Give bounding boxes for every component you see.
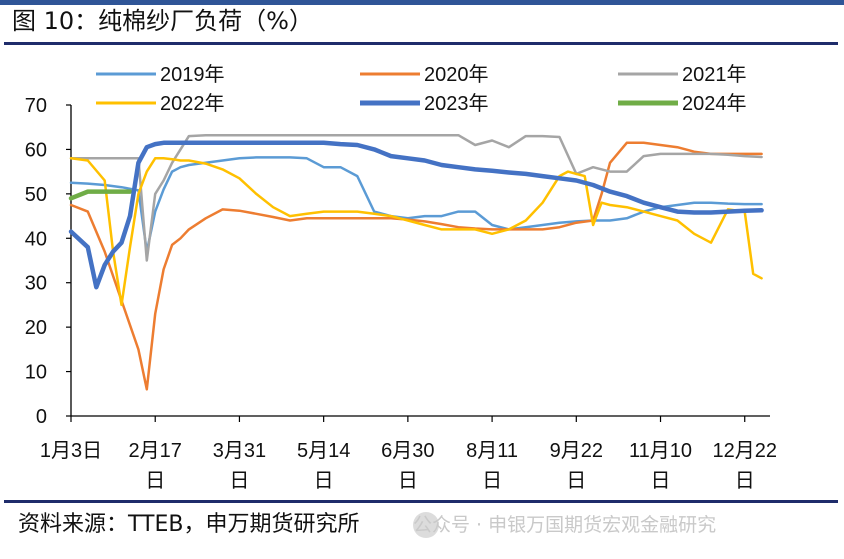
x-tick-label: 2月17 日 — [129, 440, 182, 492]
series-line-2023年 — [68, 140, 764, 290]
y-tick-label: 0 — [36, 406, 47, 428]
series-line-2021年 — [69, 133, 763, 262]
y-tick-label: 20 — [25, 317, 47, 339]
y-tick-label: 60 — [25, 139, 47, 161]
chart-legend: 2019年 2020年 2021年 2022年 2023年 2024年 — [96, 63, 747, 115]
series-line-2024年 — [68, 189, 133, 201]
y-tick-label: 30 — [25, 273, 47, 295]
x-tick-label: 5月14 日 — [297, 440, 350, 492]
chart-series — [68, 133, 764, 391]
legend-label: 2024年 — [682, 92, 747, 115]
x-tick-label: 12月22 日 — [712, 440, 777, 492]
wechat-watermark-icon — [413, 512, 439, 538]
x-tick-label: 3月31 日 — [213, 440, 266, 492]
header-accent-bar — [0, 0, 844, 5]
figure-title: 图 10：纯棉纱厂负荷（%） — [12, 7, 313, 35]
x-tick-label: 1月3日 — [40, 440, 102, 462]
line-chart: 0 10 20 30 40 50 60 70 1月3日 2月17 日 3月31 日 5月14 日 6月30 日 8… — [25, 63, 777, 492]
source-rule — [4, 500, 838, 503]
legend-label: 2023年 — [424, 92, 489, 115]
legend-label: 2019年 — [160, 63, 225, 86]
y-tick-label: 50 — [25, 184, 47, 206]
x-tick-label: 9月22 日 — [550, 440, 603, 492]
y-tick-label: 40 — [25, 228, 47, 250]
title-rule — [4, 42, 838, 45]
x-tick-label: 6月30 日 — [381, 440, 434, 492]
legend-label: 2021年 — [682, 63, 747, 86]
x-tick-label: 8月11 日 — [466, 440, 518, 492]
series-line-2022年 — [69, 157, 763, 307]
legend-label: 2022年 — [160, 92, 225, 115]
chart-axes: 0 10 20 30 40 50 60 70 1月3日 2月17 日 3月31 日 5月14 日 6月30 日 8… — [25, 95, 777, 492]
source-note: 资料来源：TTEB，申万期货研究所 — [18, 512, 360, 537]
x-tick-label: 11月10 日 — [629, 440, 692, 492]
watermark-text: 公众号 · 申银万国期货宏观金融研究 — [413, 514, 717, 536]
series-line-2020年 — [69, 141, 763, 391]
y-tick-label: 70 — [25, 95, 47, 117]
y-tick-label: 10 — [25, 362, 47, 384]
legend-label: 2020年 — [424, 63, 489, 86]
